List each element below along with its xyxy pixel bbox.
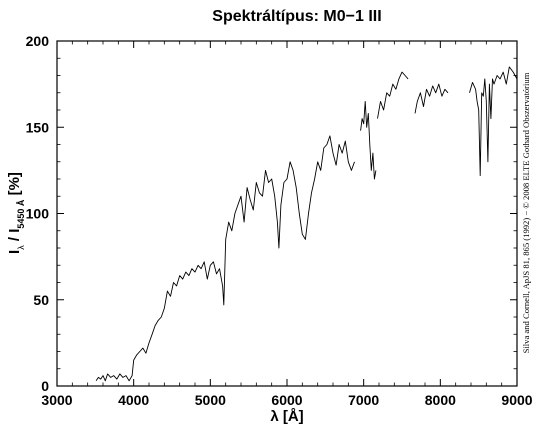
x-tick-label: 4000 bbox=[118, 392, 149, 408]
x-tick-label: 7000 bbox=[348, 392, 379, 408]
x-tick-labels: 3000 4000 5000 6000 7000 8000 9000 bbox=[41, 392, 532, 408]
y-tick-label: 50 bbox=[33, 292, 49, 308]
x-tick-label: 9000 bbox=[501, 392, 532, 408]
y-label-main-sub: λ bbox=[16, 245, 26, 250]
source-credit: Silva and Cornell, ApJS 81, 865 (1992) −… bbox=[521, 72, 531, 353]
chart-title: Spektráltípus: M0−1 III bbox=[212, 8, 381, 25]
y-axis-label: Iλ / I5450 Å [%] bbox=[6, 172, 26, 254]
spectrum-segment-1 bbox=[95, 135, 355, 382]
y-label-mid: / I bbox=[6, 229, 23, 246]
y-tick-labels: 0 50 100 150 200 bbox=[26, 33, 50, 394]
x-tick-label: 6000 bbox=[271, 392, 302, 408]
y-label-suffix: [%] bbox=[6, 172, 23, 200]
y-tick-label: 0 bbox=[41, 378, 49, 394]
spectrum-segment-5 bbox=[469, 66, 518, 177]
axis-ticks bbox=[56, 40, 518, 387]
spectrum-segment-3 bbox=[377, 71, 409, 119]
spectrum-segment-4 bbox=[414, 83, 449, 114]
x-tick-label: 3000 bbox=[41, 392, 72, 408]
y-tick-label: 150 bbox=[26, 119, 50, 135]
y-label-ref-sub: 5450 Å bbox=[16, 199, 26, 229]
y-tick-label: 100 bbox=[26, 206, 50, 222]
spectrum-series bbox=[95, 66, 518, 382]
x-tick-label: 5000 bbox=[195, 392, 226, 408]
y-tick-label: 200 bbox=[26, 33, 50, 49]
spectrum-segment-2 bbox=[360, 100, 377, 180]
x-axis-label: λ [Å] bbox=[270, 408, 303, 425]
x-tick-label: 8000 bbox=[425, 392, 456, 408]
y-label-main: I bbox=[6, 250, 23, 254]
